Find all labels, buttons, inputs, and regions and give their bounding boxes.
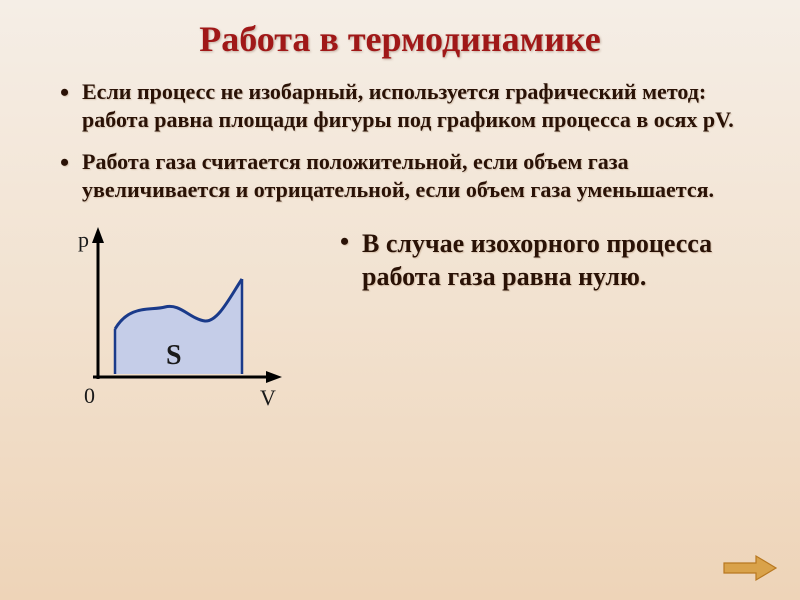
page-title: Работа в термодинамике [50,18,750,60]
bullet-item-2: Работа газа считается положительной, есл… [56,148,750,204]
slide: Работа в термодинамике Если процесс не и… [0,0,800,600]
origin-label: 0 [84,383,95,408]
bullet-list: Если процесс не изобарный, используется … [50,78,750,205]
next-arrow-icon[interactable] [722,554,778,582]
pv-chart-svg: p V 0 S [60,219,300,429]
bullet-item-3: В случае изохорного процесса работа газа… [336,227,750,295]
x-axis-arrow [266,371,282,383]
pv-chart: p V 0 S [60,219,300,434]
lower-text: В случае изохорного процесса работа газа… [330,219,750,309]
bullet-item-1: Если процесс не изобарный, используется … [56,78,750,134]
y-axis-label: p [78,227,89,252]
x-axis-label: V [260,385,276,410]
arrow-shape [724,556,776,580]
lower-row: p V 0 S В случае изохорного процесса раб… [50,219,750,434]
y-axis-arrow [92,227,104,243]
area-label: S [166,340,182,371]
bullet-list-lower: В случае изохорного процесса работа газа… [330,227,750,295]
